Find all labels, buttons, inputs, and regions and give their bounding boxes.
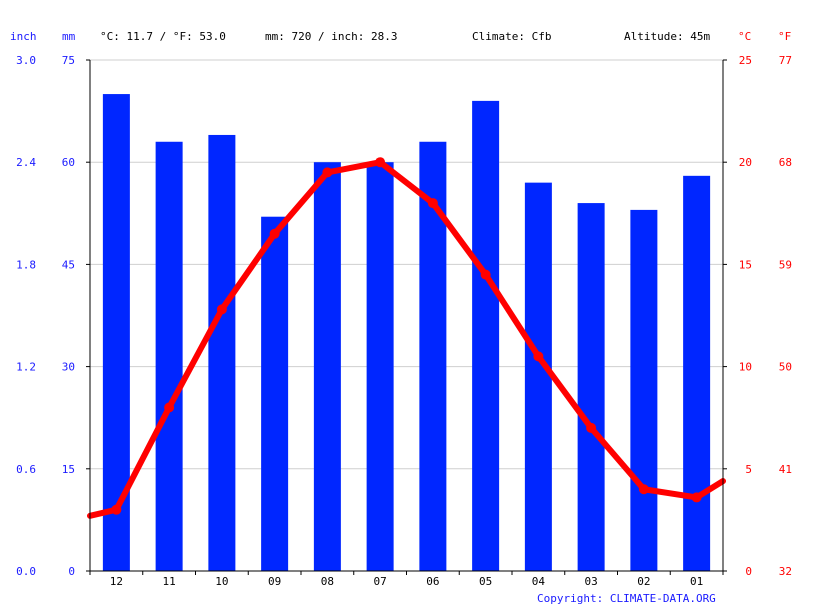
precipitation-bar <box>102 94 130 572</box>
inch-unit-label: inch <box>10 30 37 43</box>
temperature-point <box>691 492 702 503</box>
temperature-point <box>427 198 438 209</box>
mm-tick-label: 30 <box>62 361 75 374</box>
precipitation-bar <box>683 175 711 571</box>
temperature-point <box>638 484 649 495</box>
precipitation-bar <box>155 141 183 571</box>
precipitation-bar <box>261 216 289 571</box>
precipitation-bar <box>577 203 605 571</box>
axis-frame <box>89 60 724 572</box>
inch-tick-label: 0.6 <box>16 463 36 476</box>
inch-tick-label: 2.4 <box>16 156 36 169</box>
mm-unit-label: mm <box>62 30 76 43</box>
precipitation-bar <box>313 162 341 571</box>
altitude-label: Altitude: 45m <box>624 30 710 43</box>
precipitation-bar <box>524 182 552 571</box>
fahrenheit-tick-label: 50 <box>779 361 792 374</box>
celsius-tick-label: 10 <box>739 361 752 374</box>
axes <box>86 59 727 575</box>
celsius-unit-label: °C <box>738 30 751 43</box>
mm-tick-label: 75 <box>62 54 75 67</box>
inch-tick-label: 1.8 <box>16 258 36 271</box>
month-label: 07 <box>374 575 387 588</box>
fahrenheit-tick-label: 77 <box>779 54 792 67</box>
month-label: 02 <box>637 575 650 588</box>
celsius-tick-label: 20 <box>739 156 752 169</box>
inch-tick-label: 0.0 <box>16 565 36 578</box>
precipitation-summary: mm: 720 / inch: 28.3 <box>265 30 397 43</box>
inch-tick-label: 3.0 <box>16 54 36 67</box>
month-label: 12 <box>110 575 123 588</box>
mm-tick-label: 0 <box>68 565 75 578</box>
temperature-line-path <box>87 159 726 519</box>
temperature-point <box>164 402 175 413</box>
fahrenheit-tick-label: 32 <box>779 565 792 578</box>
header: inch mm °C: 11.7 / °F: 53.0 mm: 720 / in… <box>10 30 791 43</box>
temperature-point <box>111 504 122 515</box>
precipitation-bar <box>630 209 658 572</box>
mm-tick-label: 15 <box>62 463 75 476</box>
celsius-tick-label: 0 <box>745 565 752 578</box>
mm-tick-label: 60 <box>62 156 75 169</box>
mm-tick-label: 45 <box>62 258 75 271</box>
climate-label: Climate: Cfb <box>472 30 551 43</box>
temperature-point <box>269 228 280 239</box>
copyright-label: Copyright: CLIMATE-DATA.ORG <box>537 592 716 605</box>
temperature-point <box>216 304 227 315</box>
fahrenheit-tick-label: 59 <box>779 258 792 271</box>
month-label: 11 <box>163 575 176 588</box>
temperature-summary: °C: 11.7 / °F: 53.0 <box>100 30 226 43</box>
month-label: 10 <box>215 575 228 588</box>
inch-tick-label: 1.2 <box>16 361 36 374</box>
month-label: 05 <box>479 575 492 588</box>
celsius-tick-label: 25 <box>739 54 752 67</box>
month-label: 09 <box>268 575 281 588</box>
temperature-point <box>586 422 597 433</box>
month-label: 03 <box>585 575 598 588</box>
month-label: 06 <box>426 575 439 588</box>
precipitation-bar <box>208 134 236 572</box>
month-label: 08 <box>321 575 334 588</box>
celsius-tick-label: 15 <box>739 258 752 271</box>
precipitation-bar <box>472 100 500 571</box>
temperature-line <box>87 157 726 519</box>
celsius-tick-label: 5 <box>745 463 752 476</box>
fahrenheit-tick-label: 41 <box>779 463 792 476</box>
precipitation-bars <box>102 94 711 572</box>
month-label: 01 <box>690 575 703 588</box>
fahrenheit-unit-label: °F <box>778 30 791 43</box>
temperature-point <box>533 351 544 362</box>
fahrenheit-tick-label: 68 <box>779 156 792 169</box>
precipitation-bar <box>366 162 394 571</box>
tick-labels: 0.0 0 0 32 0.6 15 5 41 1.2 30 10 50 1.8 45 15 59 2.4 60 20… <box>16 54 792 588</box>
temperature-point <box>322 167 333 178</box>
grid-lines <box>90 59 723 470</box>
month-label: 04 <box>532 575 546 588</box>
temperature-point <box>480 269 491 280</box>
temperature-point <box>375 157 386 168</box>
